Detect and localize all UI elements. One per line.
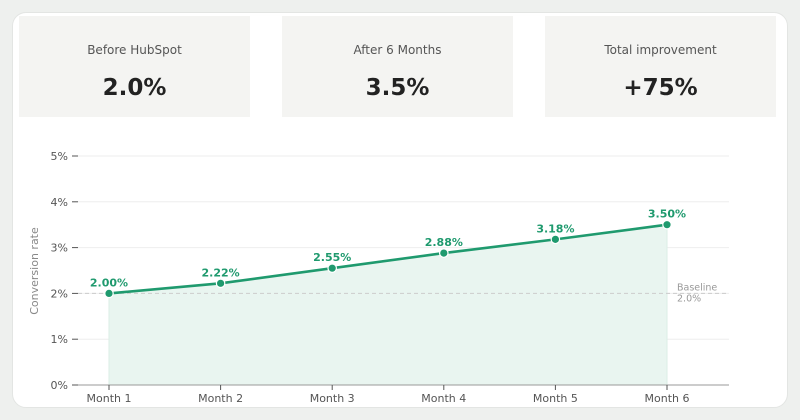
y-tick-label: 2%: [51, 287, 68, 300]
x-tick-label: Month 5: [533, 392, 578, 405]
series-line: [108, 223, 668, 295]
kpi-after-label: After 6 Months: [353, 43, 442, 57]
kpi-after: After 6 Months 3.5%: [282, 16, 513, 117]
data-point: [104, 288, 114, 299]
kpi-improvement-value: +75%: [623, 75, 698, 101]
x-tick-label: Month 2: [198, 392, 243, 405]
kpi-after-value: 3.5%: [365, 75, 430, 101]
data-labels: 2.00% 2.22% 2.55% 2.88% 3.18% 3.50%: [90, 208, 686, 290]
data-points: [104, 219, 672, 299]
data-point: [327, 263, 337, 274]
baseline-label: Baseline: [677, 282, 717, 293]
kpi-before-value: 2.0%: [102, 75, 167, 101]
data-label: 2.88%: [425, 236, 463, 249]
series-polyline: [108, 223, 668, 295]
axes: 0% 1% 2% 3% 4% 5% Month 1 Month 2 Month 3 Month 4…: [51, 150, 729, 405]
y-axis-title: Conversion rate: [28, 227, 41, 315]
x-tick-label: Month 1: [87, 392, 132, 405]
baseline-value-label: 2.0%: [677, 293, 701, 304]
data-label: 2.55%: [313, 251, 351, 264]
kpi-before-label: Before HubSpot: [87, 43, 182, 57]
area-shape: [109, 224, 667, 385]
y-tick-label: 4%: [51, 196, 68, 209]
data-point: [438, 248, 449, 258]
area-fill: [108, 224, 668, 385]
y-tick-label: 3%: [51, 242, 68, 255]
y-tick-label: 0%: [51, 379, 68, 392]
data-label: 3.50%: [648, 208, 686, 221]
y-tick-label: 1%: [51, 333, 68, 346]
data-point: [662, 219, 672, 230]
data-label: 2.00%: [90, 276, 128, 289]
kpi-before: Before HubSpot 2.0%: [19, 16, 250, 117]
data-label: 3.18%: [536, 222, 574, 235]
data-point: [215, 278, 226, 289]
kpi-improvement: Total improvement +75%: [545, 16, 776, 117]
data-point: [550, 234, 561, 245]
y-tick-label: 5%: [51, 150, 68, 163]
x-tick-label: Month 6: [645, 392, 690, 405]
kpi-improvement-label: Total improvement: [604, 43, 717, 57]
x-tick-label: Month 4: [421, 392, 466, 405]
x-tick-label: Month 3: [310, 392, 355, 405]
data-label: 2.22%: [202, 266, 240, 279]
